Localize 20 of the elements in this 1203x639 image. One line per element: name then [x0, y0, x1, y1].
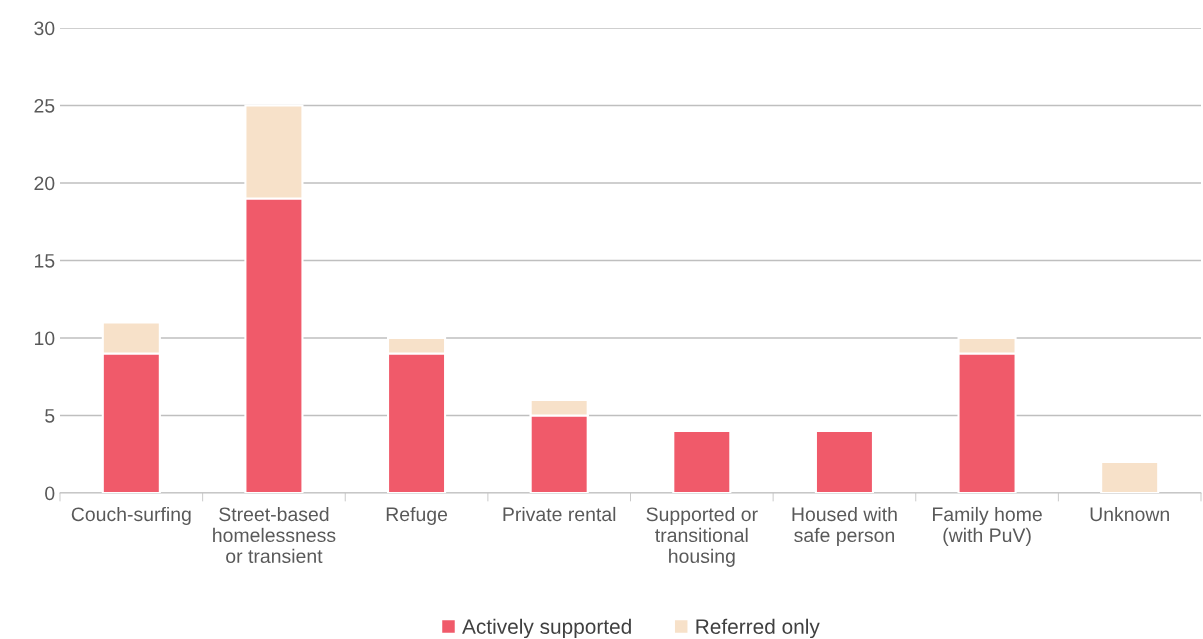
y-tick-label: 25: [34, 98, 55, 113]
bar: [1100, 460, 1160, 493]
x-tick-label: Private rental: [503, 506, 616, 522]
y-tick-label: 5: [45, 409, 55, 423]
x-tick-label: Family home (with PuV): [933, 506, 1042, 546]
x-tick-label: Unknown: [1090, 506, 1169, 522]
y-tick-label: 20: [34, 176, 55, 191]
bar: [672, 429, 732, 493]
x-tick-label: Street-based homelessness or transient: [213, 506, 336, 564]
legend-label: Referred only: [696, 618, 820, 639]
x-tick-label: Housed with safe person: [792, 506, 897, 546]
x-tick-label: Couch-surfing: [71, 506, 191, 526]
y-tick-label: 30: [34, 21, 55, 36]
y-tick-label: 10: [35, 331, 55, 346]
y-tick-label: 15: [35, 254, 55, 268]
legend-label: Actively supported: [462, 618, 631, 639]
bar: [814, 429, 874, 493]
x-tick-label: Refuge: [386, 506, 448, 526]
x-tick-label: Supported or transitional housing: [646, 506, 758, 567]
y-tick-label: 0: [45, 486, 55, 501]
